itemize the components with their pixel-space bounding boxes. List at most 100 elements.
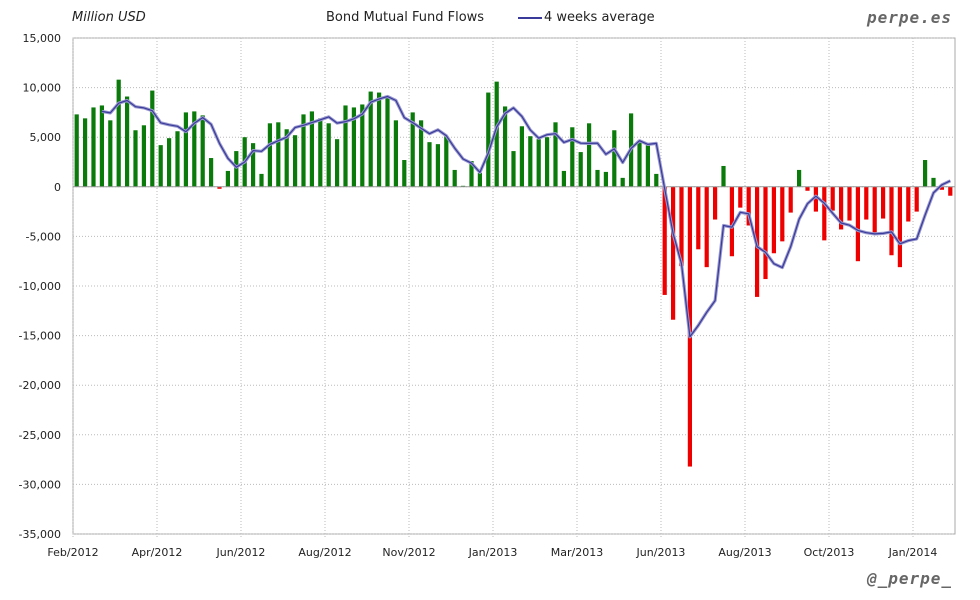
bar	[612, 130, 617, 187]
y-tick-label: 10,000	[23, 82, 62, 95]
bar	[670, 186, 676, 320]
bar	[704, 186, 709, 268]
bar	[880, 186, 886, 219]
bar	[738, 186, 743, 208]
bar	[116, 79, 121, 187]
bar	[889, 186, 894, 256]
bar	[309, 111, 314, 187]
bar	[234, 151, 239, 187]
x-tick-label: Aug/2012	[298, 546, 351, 559]
bar	[620, 177, 625, 187]
bar	[771, 186, 776, 254]
bar	[259, 173, 264, 187]
x-tick-label: Mar/2013	[551, 546, 603, 559]
bar	[805, 186, 810, 191]
bar	[192, 111, 197, 187]
legend-label: 4 weeks average	[544, 10, 655, 25]
bar	[561, 170, 566, 187]
bar	[788, 186, 793, 213]
bar	[217, 186, 222, 189]
bar	[343, 105, 348, 187]
bar	[477, 172, 482, 187]
bar	[74, 114, 79, 187]
y-tick-label: 5,000	[30, 131, 62, 144]
bar	[948, 186, 953, 196]
y-tick-label: -20,000	[19, 379, 61, 392]
average-line	[101, 95, 951, 338]
bar	[108, 120, 113, 187]
bar	[712, 186, 718, 220]
bar	[91, 107, 96, 187]
y-tick-label: -35,000	[19, 528, 61, 541]
bar	[175, 131, 180, 187]
bar	[847, 186, 852, 221]
x-tick-label: Aug/2013	[718, 546, 771, 559]
bar	[150, 90, 155, 187]
x-tick-label: Nov/2012	[382, 546, 435, 559]
bar	[486, 92, 491, 187]
x-tick-label: Jan/2013	[468, 546, 518, 559]
x-tick-label: Oct/2013	[804, 546, 855, 559]
bar	[250, 143, 256, 187]
bar	[939, 186, 944, 190]
bar	[729, 186, 734, 257]
bar	[586, 123, 592, 187]
legend: 4 weeks average	[518, 10, 655, 25]
bar	[679, 186, 684, 267]
bar	[351, 107, 356, 187]
bar	[276, 122, 281, 187]
x-tick-label: Jun/2012	[216, 546, 266, 559]
x-tick-label: Apr/2012	[132, 546, 183, 559]
legend-line-swatch	[518, 16, 542, 19]
brand-watermark: perpe.es	[866, 8, 952, 27]
bar	[570, 127, 575, 187]
bar	[595, 169, 600, 187]
bar	[528, 136, 533, 187]
bar	[544, 137, 550, 187]
bar	[402, 160, 407, 187]
y-tick-label: 0	[54, 181, 61, 194]
twitter-handle: @_perpe_	[866, 569, 952, 588]
bar	[200, 115, 205, 187]
bar	[780, 186, 785, 242]
bar	[284, 129, 289, 187]
y-tick-label: -10,000	[19, 280, 61, 293]
bar	[133, 130, 138, 187]
bar	[385, 97, 390, 187]
bar	[931, 177, 936, 187]
bar	[721, 165, 726, 187]
bar	[292, 135, 298, 187]
x-tick-label: Jun/2013	[636, 546, 686, 559]
bar	[183, 112, 188, 187]
bar	[822, 186, 827, 241]
bar	[444, 136, 449, 187]
bar	[267, 123, 272, 187]
bar	[225, 170, 230, 187]
bar	[662, 186, 667, 295]
bar	[603, 171, 608, 187]
bar	[830, 186, 835, 211]
bar	[813, 186, 818, 212]
bar	[452, 169, 457, 187]
bar	[922, 160, 928, 187]
bar	[796, 169, 802, 187]
bar	[418, 120, 424, 187]
bar	[536, 139, 541, 187]
bar	[393, 120, 398, 187]
bar	[637, 141, 642, 187]
bar	[855, 186, 860, 262]
bar	[502, 106, 508, 187]
bar	[326, 123, 331, 187]
chart-title: Bond Mutual Fund Flows	[326, 10, 485, 25]
bar	[427, 142, 432, 187]
bar	[519, 126, 524, 187]
y-unit-label: Million USD	[72, 10, 146, 25]
bar	[763, 186, 768, 280]
y-tick-label: -15,000	[19, 330, 61, 343]
bar	[914, 186, 919, 212]
bar	[334, 139, 340, 187]
bar	[435, 144, 440, 187]
bar	[318, 118, 323, 187]
bar	[864, 186, 869, 220]
